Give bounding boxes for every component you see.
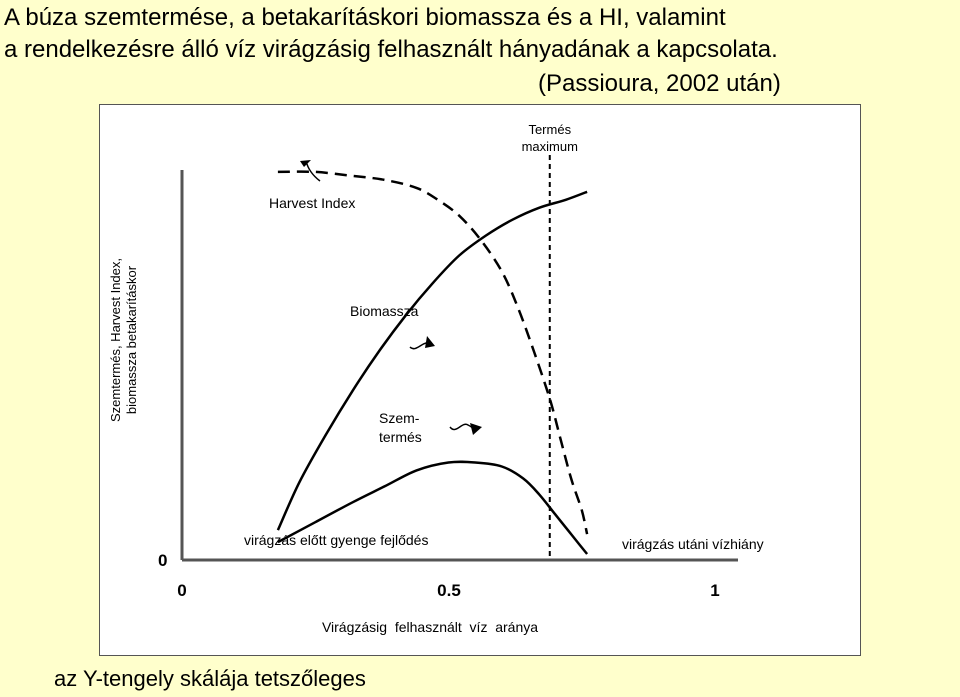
y-axis-label-line-2: biomassza betakarításkor: [124, 265, 139, 414]
y-axis-label-line-1: Szemtermés, Harvest Index,: [108, 258, 123, 422]
y-axis-scale-note: az Y-tengely skálája tetszőleges: [54, 666, 366, 691]
x-tick-label-1: 1: [710, 581, 719, 600]
y-axis-label: Szemtermés, Harvest Index, biomassza bet…: [108, 258, 139, 422]
title-line-2: a rendelkezésre álló víz virágzásig felh…: [4, 36, 778, 63]
y-tick-label-0: 0: [158, 551, 167, 570]
grain-yield-curve: [277, 460, 589, 555]
x-tick-label-0: 0: [177, 581, 186, 600]
harvest-index-arrowhead: [300, 160, 311, 167]
biomass-label: Biomassza: [350, 303, 419, 319]
x-axis-label: Virágzásig felhasznált víz aránya: [322, 619, 538, 635]
left-region-label: virágzás előtt gyenge fejlődés: [244, 532, 428, 548]
biomass-arrowhead: [425, 336, 435, 348]
chart-panel: 0 0 0.5 1 Virágzásig felhasznált víz ará…: [99, 104, 861, 656]
title-line-1: A búza szemtermése, a betakarításkori bi…: [4, 4, 726, 31]
x-tick-label-0.5: 0.5: [437, 581, 461, 600]
grain-yield-label-line-1: Szem-: [379, 410, 420, 426]
chart: 0 0 0.5 1 Virágzásig felhasznált víz ará…: [108, 122, 764, 635]
axes: [180, 170, 738, 562]
harvest-index-curve: [277, 170, 589, 535]
grain-yield-label-line-2: termés: [379, 429, 422, 445]
title: A búza szemtermése, a betakarításkori bi…: [4, 2, 954, 66]
biomass-curve: [276, 190, 588, 531]
grain-yield-arrowhead: [470, 423, 482, 435]
harvest-index-label: Harvest Index: [269, 195, 355, 211]
yield-maximum-label-line-2: maximum: [522, 139, 578, 154]
source-citation: (Passioura, 2002 után): [538, 70, 781, 97]
right-region-label: virágzás utáni vízhiány: [622, 536, 764, 552]
yield-maximum-label-line-1: Termés: [528, 122, 571, 137]
